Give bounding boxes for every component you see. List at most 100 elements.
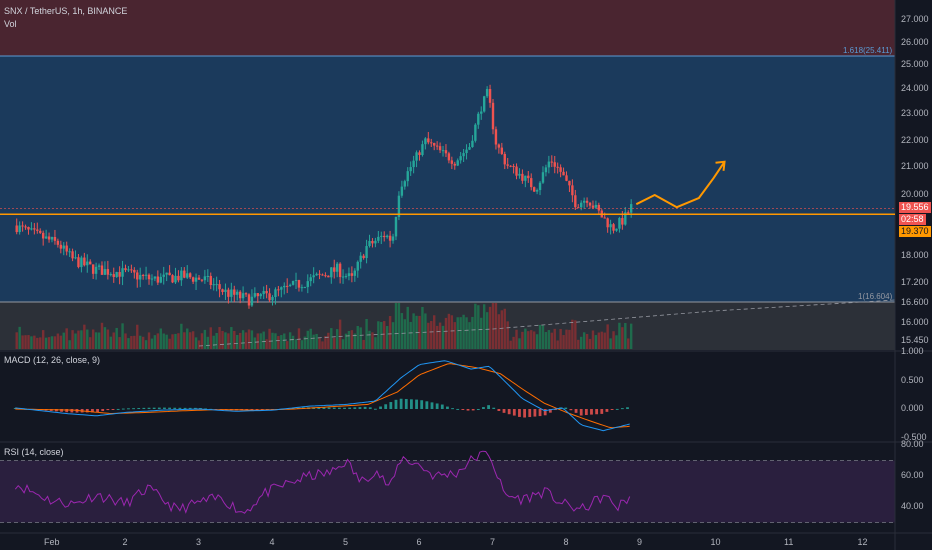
- macd-histogram-bar: [605, 409, 609, 412]
- volume-bar: [165, 334, 168, 349]
- candle-body: [380, 235, 383, 237]
- macd-histogram-bar: [374, 408, 377, 410]
- time-axis-tick: 11: [784, 537, 794, 547]
- volume-bar: [141, 336, 145, 349]
- volume-bar: [94, 332, 98, 349]
- price-axis-tick: 16.000: [901, 317, 929, 327]
- volume-ma-line: [198, 299, 896, 347]
- candle-body: [559, 167, 562, 172]
- candle-body: [280, 287, 283, 290]
- candle-body: [159, 276, 162, 283]
- macd-histogram-bar: [476, 409, 480, 410]
- symbol-title[interactable]: SNX / TetherUS, 1h, BINANCE: [4, 6, 128, 16]
- candle-body: [594, 204, 598, 208]
- macd-histogram-bar: [157, 407, 161, 409]
- candle-body: [300, 287, 304, 289]
- candle-body: [356, 261, 359, 271]
- volume-bar: [468, 322, 471, 349]
- candle-body: [147, 274, 151, 280]
- candle-body: [335, 263, 339, 272]
- volume-bar: [397, 303, 401, 349]
- candle-body: [412, 160, 415, 168]
- macd-histogram-bar: [584, 409, 588, 416]
- candle-body: [565, 175, 568, 181]
- candle-body: [177, 275, 180, 281]
- candle-body: [485, 89, 489, 97]
- volume-bar: [406, 306, 409, 349]
- volume-bar: [403, 319, 406, 349]
- candle-body: [577, 207, 580, 209]
- candle-body: [62, 245, 65, 249]
- volume-bar: [582, 332, 586, 349]
- volume-bar: [359, 327, 362, 349]
- candle-body: [233, 289, 236, 295]
- volume-bar: [265, 339, 268, 349]
- volume-bar: [203, 329, 207, 349]
- macd-line: [15, 360, 630, 432]
- volume-bar: [47, 337, 51, 349]
- macd-histogram-bar: [13, 407, 17, 409]
- price-axis-tick: 17.200: [901, 277, 929, 287]
- candle-body: [427, 138, 430, 143]
- candle-body: [591, 205, 595, 208]
- candle-body: [327, 275, 330, 278]
- volume-bar: [627, 338, 630, 349]
- volume-bar: [527, 331, 530, 349]
- candle-body: [477, 113, 480, 125]
- volume-bar: [518, 338, 521, 349]
- candle-body: [391, 236, 395, 241]
- candle-body: [115, 272, 118, 277]
- candle-body: [265, 291, 268, 294]
- volume-bar: [115, 327, 118, 349]
- macd-histogram-bar: [85, 409, 89, 413]
- macd-histogram-bar: [127, 408, 130, 410]
- volume-bar: [233, 330, 236, 349]
- candle-body: [33, 228, 36, 230]
- macd-histogram-bar: [70, 409, 74, 413]
- volume-bar: [424, 313, 427, 349]
- volume-bar: [506, 321, 509, 349]
- volume-bar: [377, 321, 380, 349]
- candle-body: [215, 284, 218, 286]
- volume-bar: [350, 330, 354, 349]
- volume-bar: [68, 340, 71, 349]
- volume-bar: [171, 334, 174, 349]
- candle-body: [344, 276, 348, 278]
- volume-bar: [283, 333, 286, 349]
- candle-body: [65, 245, 68, 252]
- macd-histogram-bar: [466, 409, 470, 411]
- candle-body: [456, 160, 459, 166]
- candle-body: [68, 251, 71, 253]
- volume-bar: [521, 331, 524, 349]
- volume-bar: [77, 330, 80, 349]
- candle-body: [494, 129, 498, 145]
- candle-body: [18, 225, 21, 233]
- volume-bar: [156, 333, 160, 349]
- volume-bar: [186, 328, 189, 349]
- candle-body: [74, 257, 77, 259]
- volume-bar: [585, 333, 589, 349]
- macd-histogram-bar: [368, 407, 372, 409]
- rsi-band: [0, 460, 895, 523]
- macd-histogram-bar: [255, 409, 259, 410]
- candle-body: [338, 263, 342, 278]
- macd-histogram-bar: [337, 407, 341, 409]
- candle-body: [271, 297, 274, 301]
- macd-legend[interactable]: MACD (12, 26, close, 9): [4, 355, 101, 365]
- candle-body: [162, 274, 165, 277]
- volume-bar: [374, 337, 377, 349]
- volume-legend[interactable]: Vol: [4, 19, 17, 29]
- volume-bar: [221, 330, 224, 349]
- candle-body: [247, 294, 251, 306]
- macd-histogram-bar: [574, 409, 578, 413]
- rsi-legend[interactable]: RSI (14, close): [4, 447, 64, 457]
- volume-bar: [524, 328, 527, 349]
- volume-bar: [121, 323, 124, 349]
- volume-bar: [74, 333, 77, 349]
- volume-bar: [274, 333, 277, 349]
- time-axis-tick: 10: [710, 537, 721, 547]
- candle-body: [462, 153, 465, 157]
- candle-body: [294, 280, 298, 282]
- candle-body: [309, 277, 312, 282]
